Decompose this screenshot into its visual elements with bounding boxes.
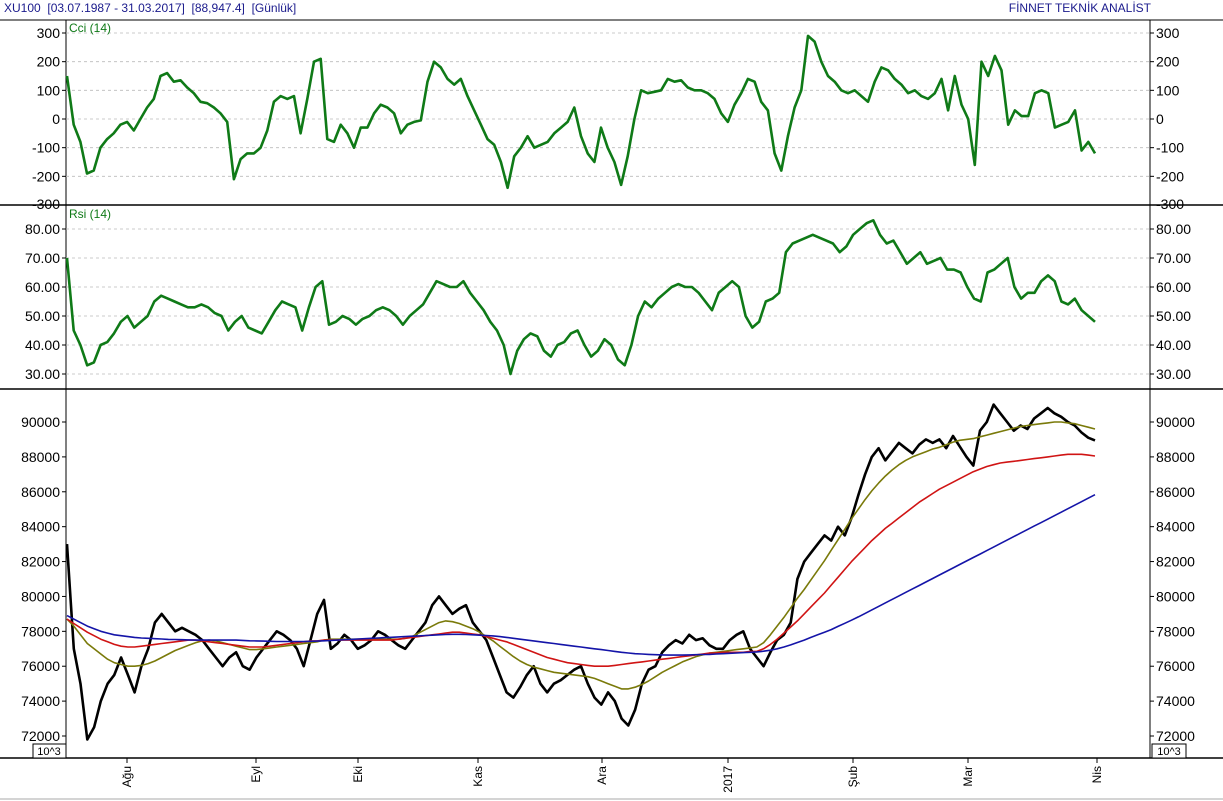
unit-label-right: 10^3 (1157, 746, 1181, 758)
y-tick-label-right-1-5: 30.00 (1156, 366, 1191, 382)
y-tick-label-right-2-5: 80000 (1156, 588, 1195, 604)
symbol-label: XU100 (4, 1, 41, 15)
y-tick-label-left-2-9: 72000 (21, 728, 60, 744)
x-tick-label-4: Ara (595, 766, 609, 785)
panel-title-1: Rsi (14) (69, 207, 111, 221)
unit-box-right (1151, 743, 1187, 759)
series-line-2-0 (65, 403, 1096, 741)
series-line-0-0 (65, 34, 1097, 190)
x-tick-label-5: 2017 (721, 766, 735, 793)
series-line-2-3 (66, 493, 1096, 656)
y-tick-label-left-2-0: 90000 (21, 414, 60, 430)
y-tick-label-right-1-3: 50.00 (1156, 308, 1191, 324)
series-line-2-1 (66, 421, 1096, 690)
y-tick-label-right-2-1: 88000 (1156, 449, 1195, 465)
y-tick-label-right-1-4: 40.00 (1156, 337, 1191, 353)
y-tick-label-left-2-7: 76000 (21, 658, 60, 674)
y-tick-label-right-2-4: 82000 (1156, 554, 1195, 570)
y-tick-label-left-2-4: 82000 (21, 554, 60, 570)
y-tick-label-right-0-1: 200 (1156, 54, 1180, 70)
y-tick-label-right-2-3: 84000 (1156, 519, 1195, 535)
y-tick-label-left-1-2: 60.00 (25, 279, 60, 295)
x-tick-label-6: Şub (846, 766, 860, 788)
y-tick-label-right-1-0: 80.00 (1156, 221, 1191, 237)
y-tick-label-left-2-6: 78000 (21, 623, 60, 639)
date-range-label: [03.07.1987 - 31.03.2017] (47, 1, 185, 15)
x-tick-label-2: Eki (351, 766, 365, 783)
y-tick-label-left-0-3: 0 (52, 111, 60, 127)
x-tick-label-3: Kas (471, 766, 485, 787)
y-tick-label-left-2-2: 86000 (21, 484, 60, 500)
y-tick-label-right-2-7: 76000 (1156, 658, 1195, 674)
y-tick-label-left-1-5: 30.00 (25, 366, 60, 382)
y-tick-label-left-1-0: 80.00 (25, 221, 60, 237)
y-tick-label-left-0-4: -100 (32, 140, 60, 156)
y-tick-label-left-1-4: 40.00 (25, 337, 60, 353)
y-tick-label-right-1-2: 60.00 (1156, 279, 1191, 295)
x-tick-label-8: Nis (1090, 766, 1104, 783)
brand-label: FİNNET TEKNİK ANALİST (1008, 1, 1151, 15)
y-tick-label-left-2-3: 84000 (21, 519, 60, 535)
y-tick-label-left-0-0: 300 (37, 25, 61, 41)
x-tick-label-0: Ağu (120, 766, 134, 787)
y-tick-label-left-0-2: 100 (37, 82, 61, 98)
y-tick-label-right-0-3: 0 (1156, 111, 1164, 127)
unit-label-left: 10^3 (37, 746, 61, 758)
period-label: [Günlük] (251, 1, 297, 15)
y-tick-label-left-2-5: 80000 (21, 588, 60, 604)
last-value-label: [88,947.4] (191, 1, 245, 15)
panel-title-0: Cci (14) (69, 21, 111, 35)
series-line-1-0 (65, 219, 1096, 376)
y-tick-label-left-1-3: 50.00 (25, 308, 60, 324)
y-tick-label-right-2-2: 86000 (1156, 484, 1195, 500)
x-tick-label-7: Mar (961, 766, 975, 787)
y-tick-label-left-2-8: 74000 (21, 693, 60, 709)
y-tick-label-right-2-6: 78000 (1156, 623, 1195, 639)
y-tick-label-left-0-6: -300 (32, 196, 60, 212)
y-tick-label-right-0-6: -300 (1156, 196, 1184, 212)
y-tick-label-right-2-8: 74000 (1156, 693, 1195, 709)
y-tick-label-right-0-4: -100 (1156, 140, 1184, 156)
series-line-2-2 (66, 453, 1096, 668)
y-tick-label-right-1-1: 70.00 (1156, 250, 1191, 266)
y-tick-label-left-0-5: -200 (32, 168, 60, 184)
y-tick-label-left-1-1: 70.00 (25, 250, 60, 266)
chart-header-info: XU100 [03.07.1987 - 31.03.2017] [88,947.… (4, 1, 296, 15)
y-tick-label-left-2-1: 88000 (21, 449, 60, 465)
y-tick-label-right-0-5: -200 (1156, 168, 1184, 184)
x-tick-label-1: Eyl (249, 766, 263, 783)
y-tick-label-right-2-0: 90000 (1156, 414, 1195, 430)
y-tick-label-right-0-0: 300 (1156, 25, 1180, 41)
y-tick-label-right-2-9: 72000 (1156, 728, 1195, 744)
unit-box-left (32, 743, 67, 759)
y-tick-label-left-0-1: 200 (37, 54, 61, 70)
y-tick-label-right-0-2: 100 (1156, 82, 1180, 98)
